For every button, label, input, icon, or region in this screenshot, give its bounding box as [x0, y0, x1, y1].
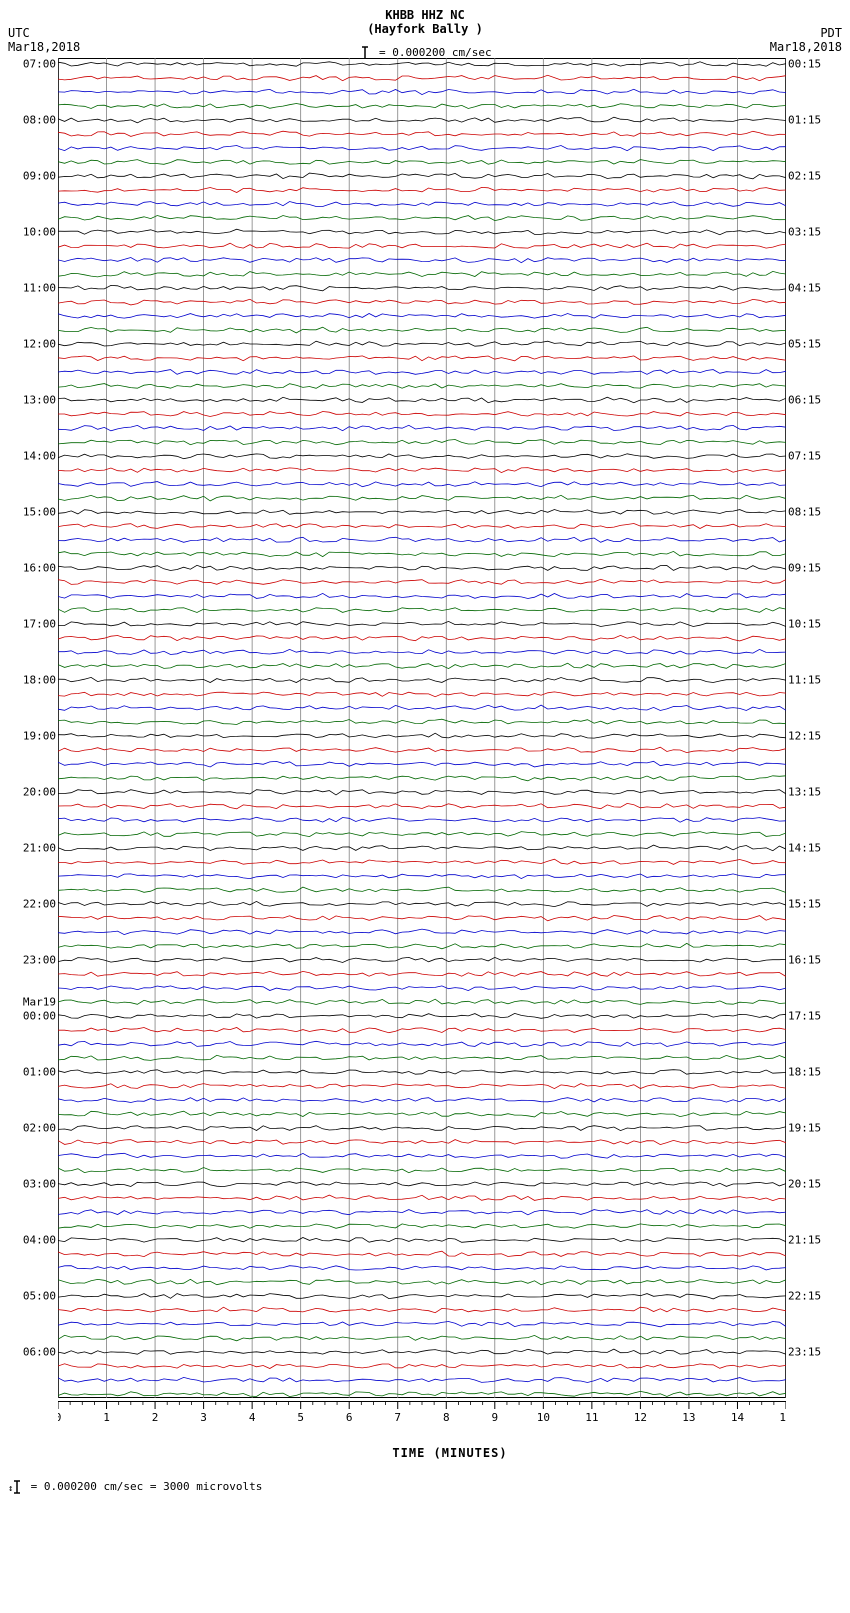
pdt-label: 10:15: [788, 618, 821, 631]
x-axis-svg: 0123456789101112131415: [58, 1401, 786, 1425]
svg-text:9: 9: [491, 1411, 498, 1424]
svg-text:6: 6: [346, 1411, 353, 1424]
utc-label: 13:00: [23, 394, 56, 407]
svg-text:8: 8: [443, 1411, 450, 1424]
utc-label: 05:00: [23, 1290, 56, 1303]
pdt-label: 21:15: [788, 1234, 821, 1247]
footer-text: = 0.000200 cm/sec = 3000 microvolts: [31, 1480, 263, 1493]
svg-text:↕: ↕: [8, 1484, 13, 1494]
pdt-label: 09:15: [788, 562, 821, 575]
svg-text:5: 5: [297, 1411, 304, 1424]
svg-text:15: 15: [779, 1411, 786, 1424]
pdt-time-labels: 00:15 01:15 02:15 03:15 04:15 05:15 06:15 07:15…: [786, 58, 842, 1398]
x-axis-label: TIME (MINUTES): [58, 1446, 842, 1460]
utc-label: 01:00: [23, 1066, 56, 1079]
svg-text:10: 10: [537, 1411, 550, 1424]
svg-text:3: 3: [200, 1411, 207, 1424]
pdt-label: 19:15: [788, 1122, 821, 1135]
pdt-label: 02:15: [788, 170, 821, 183]
pdt-label: 23:15: [788, 1346, 821, 1359]
utc-label: 17:00: [23, 618, 56, 631]
pdt-label: 03:15: [788, 226, 821, 239]
pdt-label: 20:15: [788, 1178, 821, 1191]
pdt-label: 08:15: [788, 506, 821, 519]
tz-left: UTC: [8, 26, 30, 40]
utc-label: 16:00: [23, 562, 56, 575]
pdt-label: 12:15: [788, 730, 821, 743]
plot-area: [58, 58, 786, 1401]
utc-label: 20:00: [23, 786, 56, 799]
utc-label: 02:00: [23, 1122, 56, 1135]
utc-label: 11:00: [23, 282, 56, 295]
pdt-label: 13:15: [788, 786, 821, 799]
utc-time-labels: 07:00 08:00 09:00 10:00 11:00 12:00 13:00 14:00…: [8, 58, 58, 1398]
utc-label: 08:00: [23, 114, 56, 127]
station-name: (Hayfork Bally ): [367, 22, 483, 36]
pdt-label: 07:15: [788, 450, 821, 463]
utc-label: 07:00: [23, 58, 56, 71]
utc-label: 04:00: [23, 1234, 56, 1247]
utc-label: 19:00: [23, 730, 56, 743]
x-axis: 0123456789101112131415 TIME (MINUTES): [58, 1401, 842, 1460]
header: KHBB HHZ NC (Hayfork Bally ) UTC Mar18,2…: [8, 8, 842, 58]
pdt-label: 15:15: [788, 898, 821, 911]
scale-bar-icon: ↕: [8, 1480, 24, 1494]
svg-text:4: 4: [249, 1411, 256, 1424]
pdt-label: 22:15: [788, 1290, 821, 1303]
footer: ↕ = 0.000200 cm/sec = 3000 microvolts: [8, 1480, 842, 1494]
utc-label: 00:00: [23, 1010, 56, 1023]
utc-label: 18:00: [23, 674, 56, 687]
plot-row: 07:00 08:00 09:00 10:00 11:00 12:00 13:00 14:00…: [8, 58, 842, 1401]
seismogram-container: KHBB HHZ NC (Hayfork Bally ) UTC Mar18,2…: [8, 8, 842, 1494]
utc-label: 10:00: [23, 226, 56, 239]
pdt-label: 00:15: [788, 58, 821, 71]
pdt-label: 16:15: [788, 954, 821, 967]
utc-label: 22:00: [23, 898, 56, 911]
svg-text:0: 0: [58, 1411, 61, 1424]
svg-text:1: 1: [103, 1411, 110, 1424]
tz-right: PDT: [820, 26, 842, 40]
seismogram-svg: [58, 58, 786, 1398]
svg-text:7: 7: [394, 1411, 401, 1424]
pdt-label: 01:15: [788, 114, 821, 127]
utc-label: 15:00: [23, 506, 56, 519]
svg-text:12: 12: [634, 1411, 647, 1424]
title: KHBB HHZ NC (Hayfork Bally ): [8, 8, 842, 36]
utc-label: 21:00: [23, 842, 56, 855]
utc-label: Mar19: [23, 996, 56, 1009]
pdt-label: 05:15: [788, 338, 821, 351]
station-code: KHBB HHZ NC: [385, 8, 464, 22]
svg-text:14: 14: [731, 1411, 745, 1424]
utc-label: 12:00: [23, 338, 56, 351]
svg-text:2: 2: [152, 1411, 159, 1424]
svg-text:13: 13: [682, 1411, 695, 1424]
utc-label: 06:00: [23, 1346, 56, 1359]
pdt-label: 06:15: [788, 394, 821, 407]
pdt-label: 18:15: [788, 1066, 821, 1079]
svg-text:11: 11: [585, 1411, 598, 1424]
pdt-label: 14:15: [788, 842, 821, 855]
utc-label: 23:00: [23, 954, 56, 967]
pdt-label: 11:15: [788, 674, 821, 687]
utc-label: 09:00: [23, 170, 56, 183]
utc-label: 03:00: [23, 1178, 56, 1191]
utc-label: 14:00: [23, 450, 56, 463]
pdt-label: 04:15: [788, 282, 821, 295]
pdt-label: 17:15: [788, 1010, 821, 1023]
